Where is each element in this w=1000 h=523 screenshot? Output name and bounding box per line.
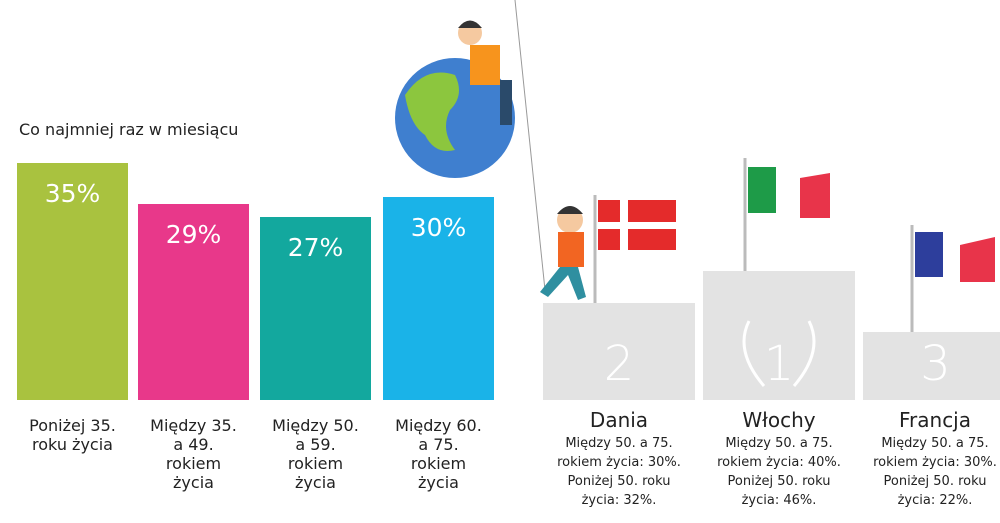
value-label: 35% [17,179,128,208]
rank: 3 [863,336,1000,392]
category-label: Poniżej 35. roku życia [23,416,123,454]
podium-step: 3 [863,332,1000,400]
category-label: Między 50. a 59. rokiem życia [266,416,366,492]
subtitle: Co najmniej raz w miesiącu [19,120,238,139]
value-label: 29% [138,220,249,249]
country: Dania [544,408,694,432]
country-text: Między 50. a 75. rokiem życia: 30%. Poni… [549,434,689,510]
category-label: Między 35. a 49. rokiem życia [144,416,244,492]
rank: 1 [703,336,855,392]
country: Francja [860,408,1000,432]
country-text: Między 50. a 75. rokiem życia: 30%. Poni… [865,434,1000,510]
country-text: Między 50. a 75. rokiem życia: 40%. Poni… [709,434,849,510]
rank: 2 [543,336,695,392]
podium-step: 2 [543,303,695,400]
category-label: Między 60. a 75. rokiem życia [389,416,489,492]
country: Włochy [704,408,854,432]
infographic: Co najmniej raz w miesiącu 35% Poniżej 35… [0,0,1000,523]
value-label: 27% [260,233,371,262]
value-label: 30% [383,213,494,242]
podium-step: 1 [703,271,855,400]
